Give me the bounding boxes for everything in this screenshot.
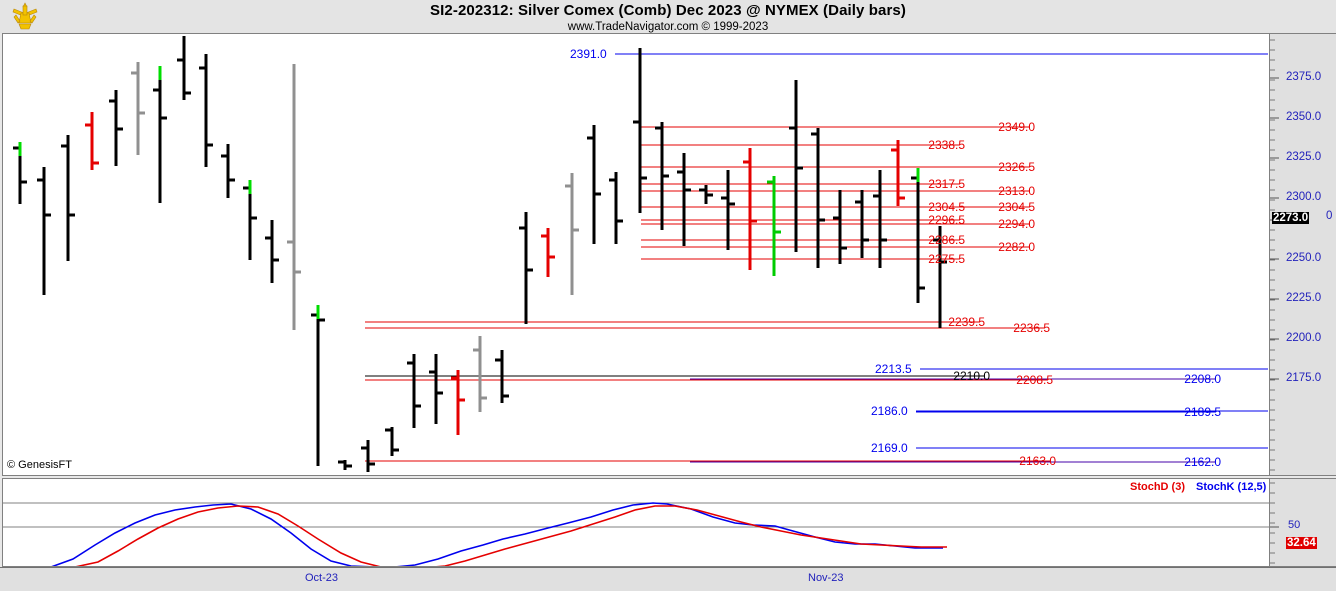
- ohlc-bar: [891, 140, 905, 206]
- price-axis-tick: 2325.0: [1286, 151, 1322, 163]
- ohlc-bar: [338, 460, 352, 470]
- ohlc-bar: [699, 185, 713, 204]
- ohlc-bar: [911, 168, 925, 303]
- price-level-label[interactable]: 2349.0: [998, 120, 1035, 134]
- ohlc-bar: [519, 212, 533, 324]
- ohlc-bar: [655, 122, 669, 230]
- price-axis-tick: 2200.0: [1286, 332, 1322, 344]
- price-level-label[interactable]: 2213.5: [875, 362, 912, 376]
- ohlc-bar: [361, 440, 375, 472]
- price-axis-tick: 2225.0: [1286, 292, 1322, 304]
- ohlc-bar: [873, 170, 887, 268]
- price-level-label[interactable]: 2169.0: [871, 441, 908, 455]
- price-pane[interactable]: [2, 33, 1270, 476]
- price-axis-tick: 2250.0: [1286, 252, 1322, 264]
- price-bars-canvas: [13, 36, 1268, 472]
- date-axis-label: Nov-23: [808, 572, 844, 584]
- price-level-label[interactable]: 2304.5: [998, 200, 1035, 214]
- price-level-label[interactable]: 2189.5: [1184, 405, 1221, 419]
- price-level-label[interactable]: 2163.0: [1019, 454, 1056, 468]
- date-axis-label: Oct-23: [305, 572, 339, 584]
- ohlc-bar: [473, 336, 487, 412]
- stochastic-axis-tick: 50: [1288, 519, 1301, 531]
- ohlc-bar: [633, 48, 647, 213]
- ohlc-bar: [451, 370, 465, 435]
- price-level-label[interactable]: 2313.0: [998, 184, 1035, 198]
- ohlc-bar: [13, 142, 27, 204]
- ohlc-bar: [177, 36, 191, 100]
- price-axis-tick: 2350.0: [1286, 111, 1322, 123]
- ohlc-bar: [933, 226, 947, 328]
- ohlc-bar: [153, 66, 167, 203]
- ohlc-bar: [833, 190, 847, 264]
- price-level-label[interactable]: 2286.5: [928, 233, 965, 247]
- ohlc-bar: [61, 135, 75, 261]
- ohlc-bar: [311, 305, 325, 466]
- price-level-label[interactable]: 2391.0: [570, 47, 607, 61]
- stochastic-axis-ticks: [1270, 482, 1279, 564]
- current-price-badge[interactable]: 2273.0: [1272, 212, 1310, 224]
- ohlc-bar: [565, 173, 579, 295]
- page-title: SI2-202312: Silver Comex (Comb) Dec 2023…: [430, 2, 906, 19]
- price-axis[interactable]: [1270, 33, 1336, 476]
- ohlc-bar: [855, 190, 869, 258]
- price-level-label[interactable]: 2236.5: [1013, 321, 1050, 335]
- price-level-label[interactable]: 2282.0: [998, 240, 1035, 254]
- stochastic-value-badge[interactable]: 32.64: [1286, 537, 1317, 549]
- ohlc-bar: [109, 90, 123, 166]
- genesis-watermark: © GenesisFT: [7, 459, 72, 471]
- ohlc-bar: [221, 144, 235, 198]
- price-level-label[interactable]: 2294.0: [998, 217, 1035, 231]
- gold-emblem-icon: [8, 1, 42, 33]
- ohlc-bar: [609, 172, 623, 244]
- ohlc-bar: [385, 427, 399, 456]
- ohlc-bar: [243, 180, 257, 260]
- price-level-label[interactable]: 2275.5: [928, 252, 965, 266]
- ohlc-bar: [429, 354, 443, 424]
- ohlc-bar: [265, 220, 279, 283]
- ohlc-bar: [85, 112, 99, 170]
- ohlc-bar: [587, 125, 601, 244]
- stochastic-axis[interactable]: [1270, 478, 1336, 567]
- date-axis[interactable]: Oct-23 Nov-23: [0, 567, 1336, 591]
- stochastic-line: [75, 505, 947, 566]
- ohlc-bar: [287, 64, 301, 330]
- chart-header: SI2-202312: Silver Comex (Comb) Dec 2023…: [0, 0, 1336, 33]
- price-level-label[interactable]: 2208.5: [1016, 373, 1053, 387]
- chart-subtitle: www.TradeNavigator.com © 1999-2023: [567, 21, 769, 33]
- price-axis-ghost: 0: [1326, 210, 1333, 222]
- price-axis-tick: 2300.0: [1286, 191, 1322, 203]
- ohlc-bar: [199, 54, 213, 167]
- price-axis-ticks: [1270, 39, 1279, 471]
- ohlc-bar: [811, 128, 825, 268]
- price-level-label[interactable]: 2317.5: [928, 177, 965, 191]
- price-level-label[interactable]: 2296.5: [928, 213, 965, 227]
- price-level-label[interactable]: 2338.5: [928, 138, 965, 152]
- price-level-label[interactable]: 2210.0: [953, 369, 990, 383]
- legend-item[interactable]: StochK (12,5): [1196, 481, 1267, 493]
- ohlc-bar: [495, 350, 509, 403]
- price-level-label[interactable]: 2162.0: [1184, 455, 1221, 469]
- price-level-label[interactable]: 2186.0: [871, 404, 908, 418]
- ohlc-bar: [541, 228, 555, 277]
- price-level-label[interactable]: 2304.5: [928, 200, 965, 214]
- stochastic-pane[interactable]: [2, 478, 1270, 567]
- ohlc-bar: [677, 153, 691, 246]
- ohlc-bar: [743, 148, 757, 270]
- price-level-label[interactable]: 2326.5: [998, 160, 1035, 174]
- ohlc-bar: [37, 167, 51, 295]
- price-axis-tick: 2175.0: [1286, 372, 1322, 384]
- price-level-label[interactable]: 2239.5: [948, 315, 985, 329]
- ohlc-bar: [789, 80, 803, 252]
- stochastic-line: [51, 502, 943, 566]
- price-axis-tick: 2375.0: [1286, 71, 1322, 83]
- stochastic-canvas: [3, 502, 1269, 566]
- ohlc-bar: [721, 170, 735, 250]
- ohlc-bar: [407, 354, 421, 428]
- legend-item[interactable]: StochD (3): [1130, 481, 1185, 493]
- ohlc-bar: [767, 176, 781, 276]
- price-level-label[interactable]: 2208.0: [1184, 372, 1221, 386]
- ohlc-bar: [131, 62, 145, 155]
